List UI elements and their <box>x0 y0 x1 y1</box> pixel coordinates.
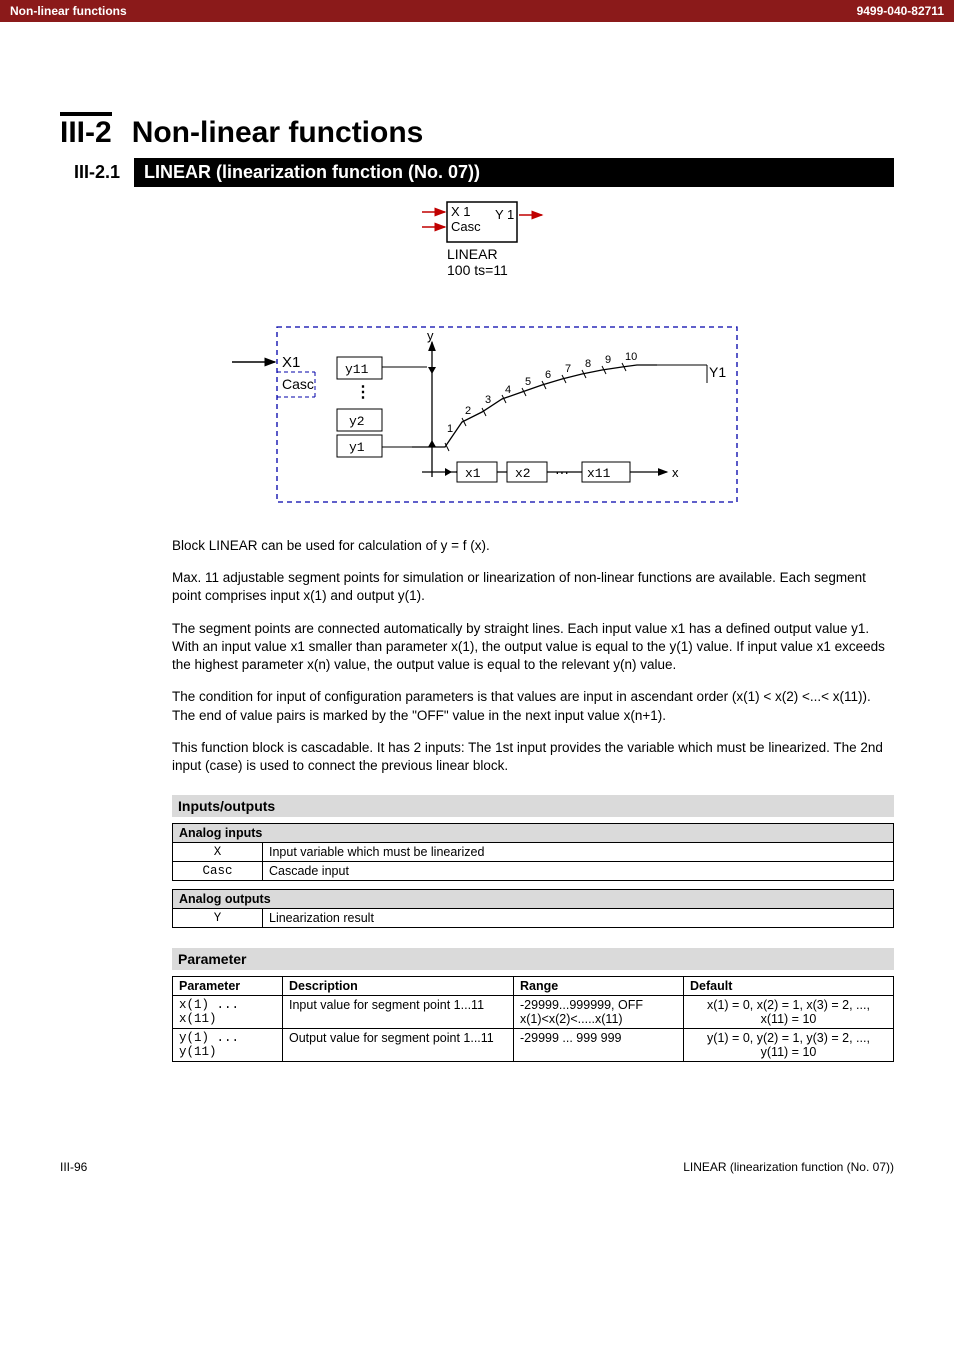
chapter-number: III-2 <box>60 112 112 148</box>
analog-outputs-group: Analog outputs <box>173 890 894 909</box>
header-bar: Non-linear functions 9499-040-82711 <box>0 0 954 22</box>
para-1: Block LINEAR can be used for calculation… <box>172 537 894 555</box>
block-subtitle: 100 ts=11 <box>447 262 508 278</box>
svg-text:7: 7 <box>565 363 571 375</box>
svg-text:···: ··· <box>555 464 569 480</box>
svg-text:⋮: ⋮ <box>355 384 371 401</box>
svg-text:9: 9 <box>605 354 611 366</box>
pr1-def: y(1) = 0, y(2) = 1, y(3) = 2, ..., y(11)… <box>684 1029 894 1062</box>
section-heading: III-2.1 LINEAR (linearization function (… <box>60 158 894 187</box>
para-4: The condition for input of configuration… <box>172 688 894 724</box>
ph-0: Parameter <box>173 977 283 996</box>
footer: III-96 LINEAR (linearization function (N… <box>0 1160 954 1204</box>
pr0-range: -29999...999999, OFF x(1)<x(2)<.....x(11… <box>514 996 684 1029</box>
header-left: Non-linear functions <box>10 4 127 18</box>
para-2: Max. 11 adjustable segment points for si… <box>172 569 894 605</box>
pr0-param: x(1) ... x(11) <box>173 996 283 1029</box>
section-title: LINEAR (linearization function (No. 07)) <box>134 158 894 187</box>
block-symbol: X 1 Casc Y 1 LINEAR 100 ts=11 <box>60 197 894 297</box>
analog-inputs-group: Analog inputs <box>173 824 894 843</box>
svg-text:8: 8 <box>585 358 591 370</box>
ai-name-1: Casc <box>173 862 263 881</box>
svg-text:2: 2 <box>465 405 471 417</box>
axis-y: y <box>427 328 434 343</box>
xbox-1: x1 <box>465 466 481 481</box>
ph-1: Description <box>283 977 514 996</box>
svg-text:6: 6 <box>545 369 551 381</box>
svg-text:3: 3 <box>485 394 491 406</box>
xbox-2: x2 <box>515 466 531 481</box>
block-name: LINEAR <box>447 246 498 262</box>
pr0-def: x(1) = 0, x(2) = 1, x(3) = 2, ..., x(11)… <box>684 996 894 1029</box>
ybox-11: y11 <box>345 362 369 377</box>
ao-desc-0: Linearization result <box>263 909 894 928</box>
chart-out-y1: Y1 <box>709 364 726 380</box>
pr1-desc: Output value for segment point 1...11 <box>283 1029 514 1062</box>
chart-in-casc: Casc <box>282 376 314 392</box>
analog-outputs-table: Analog outputs Y Linearization result <box>172 889 894 928</box>
ai-desc-0: Input variable which must be linearized <box>263 843 894 862</box>
pr0-desc: Input value for segment point 1...11 <box>283 996 514 1029</box>
para-3: The segment points are connected automat… <box>172 620 894 675</box>
ai-name-0: X <box>173 843 263 862</box>
table-row: y(1) ... y(11) Output value for segment … <box>173 1029 894 1062</box>
io-heading: Inputs/outputs <box>172 795 894 817</box>
axis-x: x <box>672 465 679 480</box>
ybox-1: y1 <box>349 440 365 455</box>
table-row: x(1) ... x(11) Input value for segment p… <box>173 996 894 1029</box>
svg-text:10: 10 <box>625 351 637 363</box>
chart-in-x1: X1 <box>282 354 300 371</box>
param-heading: Parameter <box>172 948 894 970</box>
chapter-heading: III-2 Non-linear functions <box>60 112 894 148</box>
ai-desc-1: Cascade input <box>263 862 894 881</box>
pr1-range: -29999 ... 999 999 <box>514 1029 684 1062</box>
parameter-table: Parameter Description Range Default x(1)… <box>172 976 894 1062</box>
table-row: Y Linearization result <box>173 909 894 928</box>
svg-text:4: 4 <box>505 384 511 396</box>
ao-name-0: Y <box>173 909 263 928</box>
table-row: Casc Cascade input <box>173 862 894 881</box>
page-body: III-2 Non-linear functions III-2.1 LINEA… <box>0 22 954 1110</box>
table-row: X Input variable which must be linearize… <box>173 843 894 862</box>
para-5: This function block is cascadable. It ha… <box>172 739 894 775</box>
footer-right: LINEAR (linearization function (No. 07)) <box>683 1160 894 1174</box>
chapter-title: Non-linear functions <box>132 118 424 148</box>
pr1-param: y(1) ... y(11) <box>173 1029 283 1062</box>
ph-3: Default <box>684 977 894 996</box>
footer-left: III-96 <box>60 1160 87 1174</box>
ybox-2: y2 <box>349 414 365 429</box>
ph-2: Range <box>514 977 684 996</box>
header-right: 9499-040-82711 <box>857 4 944 18</box>
xbox-11: x11 <box>587 466 611 481</box>
section-number: III-2.1 <box>60 158 134 187</box>
svg-text:5: 5 <box>525 376 531 388</box>
analog-inputs-table: Analog inputs X Input variable which mus… <box>172 823 894 881</box>
block-out-y1: Y 1 <box>495 207 514 222</box>
svg-text:1: 1 <box>447 423 453 435</box>
block-in-x1: X 1 <box>451 204 471 219</box>
linearization-chart: X1 Casc y11 ⋮ y2 y1 y x 1 2 3 4 <box>60 317 894 517</box>
block-in-casc: Casc <box>451 219 481 234</box>
